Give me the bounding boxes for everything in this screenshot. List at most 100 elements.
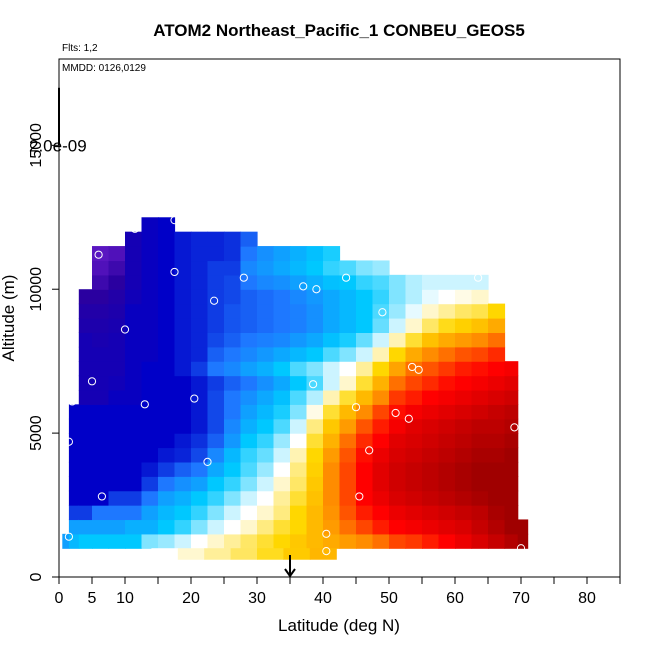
arrow-marker-group [284,555,296,578]
heatmap-cell [224,289,242,305]
heatmap-cell [339,332,357,348]
heatmap-cell [323,318,341,333]
heatmap-cell [224,346,242,362]
heatmap-cell [455,346,473,362]
heatmap-cell [257,433,275,449]
heatmap-cell [356,389,374,405]
heatmap-cell [158,318,176,333]
heatmap-cell [141,533,159,549]
heatmap-cell [306,361,324,377]
heatmap-cell [158,505,176,521]
heatmap-cell [504,519,519,535]
heatmap-cell [438,519,456,535]
heatmap-cell [92,461,110,477]
heatmap-cell [356,404,374,420]
heatmap-cell [68,433,80,449]
heatmap-cell [372,332,390,348]
heatmap-cell [158,533,176,549]
heatmap-cell [92,332,110,348]
heatmap-cell [125,519,143,535]
heatmap-cell [290,346,308,362]
heatmap-cell [290,404,308,420]
heatmap-cell [78,303,93,319]
heatmap-cell [207,505,225,521]
heatmap-cell [78,318,93,333]
heatmap-cell [273,346,291,362]
heatmap-cell [257,490,275,506]
heatmap-cell [125,303,143,319]
heatmap-cell [504,490,519,506]
heatmap-cell [488,375,506,391]
heatmap-cell [488,533,506,549]
heatmap-cell [68,461,80,477]
heatmap-cell [339,260,357,276]
heatmap-cell [488,318,506,333]
heatmap-cell [141,246,159,262]
heatmap-cell [174,404,192,420]
heatmap-cell [372,461,390,477]
heatmap-cell [158,260,176,276]
heatmap-cell [323,303,341,319]
heatmap-cell [257,389,275,405]
observation-point [239,273,248,282]
heatmap-cell [125,346,143,362]
heatmap-cell [504,361,519,377]
heatmap-cell [125,389,143,405]
heatmap-cell [372,375,390,391]
heatmap-cell [306,490,324,506]
heatmap-cell [405,519,423,535]
heatmap-cell [224,461,242,477]
heatmap-cell [290,361,308,377]
heatmap-cell [273,476,291,492]
y-tick-label: 5000 [28,415,45,451]
heatmap-cell [455,361,473,377]
heatmap-cell [141,389,159,405]
observation-point [414,365,423,374]
heatmap-cell [207,476,225,492]
heatmap-cell [356,533,374,549]
heatmap-cell [339,490,357,506]
heatmap-layer [62,217,529,560]
heatmap-cell [438,533,456,549]
heatmap-cell [504,447,519,463]
heatmap-cell [207,260,225,276]
heatmap-cell [455,418,473,434]
heatmap-cell [422,519,440,535]
heatmap-cell [257,505,275,521]
heatmap-cell [92,433,110,449]
heatmap-cell [339,533,357,549]
heatmap-cell [455,318,473,333]
heatmap-cell [471,533,489,549]
observation-point [351,403,361,412]
x-tick-label: 20 [182,590,200,607]
heatmap-cell [438,490,456,506]
heatmap-cell [224,505,242,521]
heatmap-cell [273,433,291,449]
heatmap-cell [389,318,407,333]
heatmap-cell [240,505,258,521]
heatmap-cell [290,505,308,521]
heatmap-cell [455,490,473,506]
heatmap-cell [78,447,93,463]
heatmap-cell [339,461,357,477]
heatmap-cell [290,303,308,319]
heatmap-cell [323,519,341,535]
heatmap-cell [455,447,473,463]
heatmap-cell [257,260,275,276]
heatmap-cell [356,447,374,463]
heatmap-cell [158,519,176,535]
observation-point [170,216,179,225]
heatmap-cell [471,404,489,420]
heatmap-cell [405,274,423,290]
heatmap-cell [207,274,225,290]
heatmap-cell [240,231,258,247]
heatmap-cell [323,490,341,506]
heatmap-cell [339,433,357,449]
heatmap-cell [488,404,506,420]
heatmap-cell [422,389,440,405]
heatmap-cell [207,389,225,405]
heatmap-cell [240,433,258,449]
heatmap-cell [207,418,225,434]
heatmap-cell [257,274,275,290]
heatmap-cell [323,346,341,362]
